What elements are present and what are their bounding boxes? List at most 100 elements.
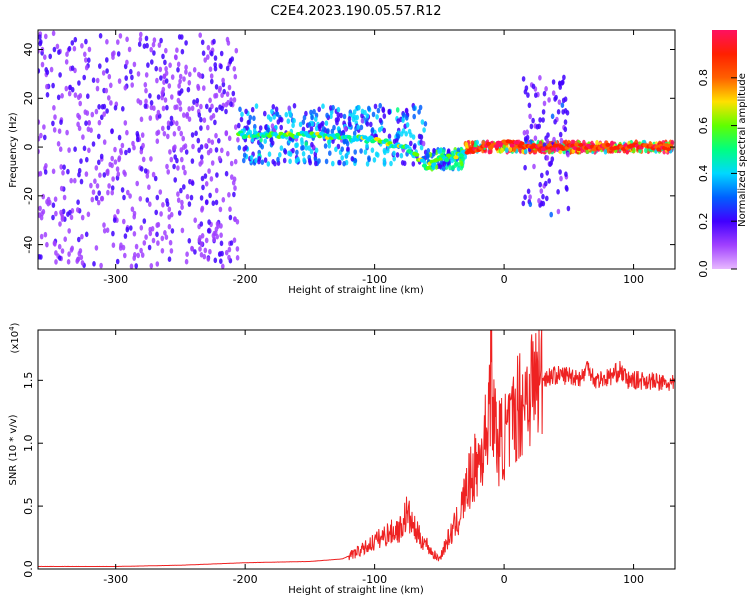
spectrogram-cell xyxy=(409,132,413,138)
spectrogram-cell xyxy=(288,151,293,157)
spectrogram-cell xyxy=(538,181,542,188)
spectrogram-cell xyxy=(219,240,224,247)
spectrogram-cell xyxy=(202,253,207,260)
spectrogram-cell xyxy=(307,122,312,128)
spectrogram-cell xyxy=(291,147,295,154)
spectrogram-cell xyxy=(217,155,222,162)
spectrogram-cell xyxy=(206,54,210,60)
spectrogram-ridge-cell xyxy=(414,152,420,157)
spectrogram-cell xyxy=(51,202,56,208)
spectrogram-cell xyxy=(269,136,274,143)
spectrogram-cell xyxy=(156,109,161,116)
spectrogram-cell xyxy=(185,251,189,257)
spectrogram-cell xyxy=(547,97,551,103)
spectrogram-cell xyxy=(132,231,137,237)
spectrogram-cell xyxy=(278,152,282,158)
spectrogram-cell xyxy=(207,219,211,225)
spectrogram-cell xyxy=(65,51,69,57)
spectrogram-cell xyxy=(534,92,538,98)
spectrogram-cell xyxy=(178,73,183,80)
spectrogram-cell xyxy=(84,120,88,126)
spectrogram-cell xyxy=(123,85,128,91)
spectrogram-cell xyxy=(545,155,550,161)
spectrogram-cell xyxy=(107,183,111,189)
spectrogram-cell xyxy=(526,188,531,195)
spectrogram-cell xyxy=(97,159,101,166)
spectrogram-cell xyxy=(542,90,547,97)
spectrogram-cell xyxy=(426,153,430,159)
spectrogram-cell xyxy=(175,47,179,53)
spectrogram-cell xyxy=(155,77,159,84)
spectrogram-cell xyxy=(198,73,202,79)
spectrogram-cell xyxy=(120,142,125,149)
spectrogram-cell xyxy=(67,251,71,257)
spectrogram-cell xyxy=(367,105,371,112)
spectrogram-cell xyxy=(259,137,263,143)
spectrogram-cell xyxy=(553,96,557,102)
spectrogram-cell xyxy=(180,34,184,40)
spectrogram-cell xyxy=(218,206,223,213)
spectrogram-cell xyxy=(387,133,392,140)
spectrogram-cell xyxy=(170,228,175,234)
spectrogram-cell xyxy=(170,94,174,100)
spectrogram-cell xyxy=(58,146,63,152)
spectrogram-cell xyxy=(219,50,224,57)
spectrogram-cell xyxy=(187,106,191,112)
spectrogram-cell xyxy=(76,199,80,205)
spectrogram-cell xyxy=(202,117,207,123)
spectrogram-cell xyxy=(314,147,319,154)
spectrogram-cell xyxy=(167,223,172,230)
spectrogram-cell xyxy=(63,236,67,242)
spectrogram-ridge-cell xyxy=(276,135,282,139)
spectrogram-cell xyxy=(137,41,142,47)
spectrogram-cell xyxy=(83,51,87,58)
spectrogram-cell xyxy=(324,120,329,126)
spectrogram-cell xyxy=(84,57,88,63)
spectrogram-cell xyxy=(161,125,165,132)
spectrogram-cell xyxy=(132,214,136,220)
spectrogram-cell xyxy=(84,171,89,177)
spectrogram-cell xyxy=(105,169,109,175)
spectrogram-cell xyxy=(44,33,48,40)
spectrogram-cell xyxy=(357,104,361,111)
spectrogram-cell xyxy=(165,163,169,170)
spectrogram-cell xyxy=(64,59,69,65)
spectrogram-cell xyxy=(522,130,527,136)
y-tick-label: -20 xyxy=(22,187,35,205)
spectrogram-cell xyxy=(69,177,73,184)
spectrogram-cell xyxy=(182,184,186,190)
spectrogram-y-ticks: -40 -20 0 20 40 xyxy=(22,43,675,254)
spectrogram-cell xyxy=(102,172,107,178)
spectrogram-cell xyxy=(189,194,194,201)
spectrogram-cell xyxy=(531,83,536,90)
spectrogram-cell xyxy=(372,157,377,163)
spectrogram-cell xyxy=(412,113,417,120)
spectrogram-cell xyxy=(565,186,569,192)
spectrogram-cell xyxy=(180,204,184,210)
spectrogram-cell xyxy=(39,39,43,45)
spectrogram-cell xyxy=(199,241,204,247)
spectrogram-cell xyxy=(521,200,526,207)
spectrogram-cell xyxy=(309,109,313,116)
spectrogram-cell xyxy=(220,147,224,154)
spectrogram-cell xyxy=(62,164,66,170)
spectrogram-cell xyxy=(610,140,615,147)
spectrogram-cell xyxy=(375,114,379,120)
spectrogram-cell xyxy=(79,178,84,185)
spectrogram-cell xyxy=(116,171,121,177)
spectrogram-cell xyxy=(356,124,360,130)
spectrogram-cell xyxy=(206,149,211,156)
spectrogram-cell xyxy=(200,233,205,239)
spectrogram-cell xyxy=(38,68,41,74)
spectrogram-cell xyxy=(353,157,357,164)
spectrogram-cell xyxy=(378,117,383,124)
spectrogram-cell xyxy=(138,196,143,202)
spectrogram-cell xyxy=(309,148,314,155)
spectrogram-cell xyxy=(547,178,551,184)
spectrogram-cell xyxy=(200,39,205,46)
spectrogram-cell xyxy=(334,117,339,123)
spectrogram-cell xyxy=(225,65,230,72)
spectrogram-cell xyxy=(532,163,536,170)
spectrogram-cell xyxy=(187,116,192,122)
spectrogram-cell xyxy=(77,250,82,257)
